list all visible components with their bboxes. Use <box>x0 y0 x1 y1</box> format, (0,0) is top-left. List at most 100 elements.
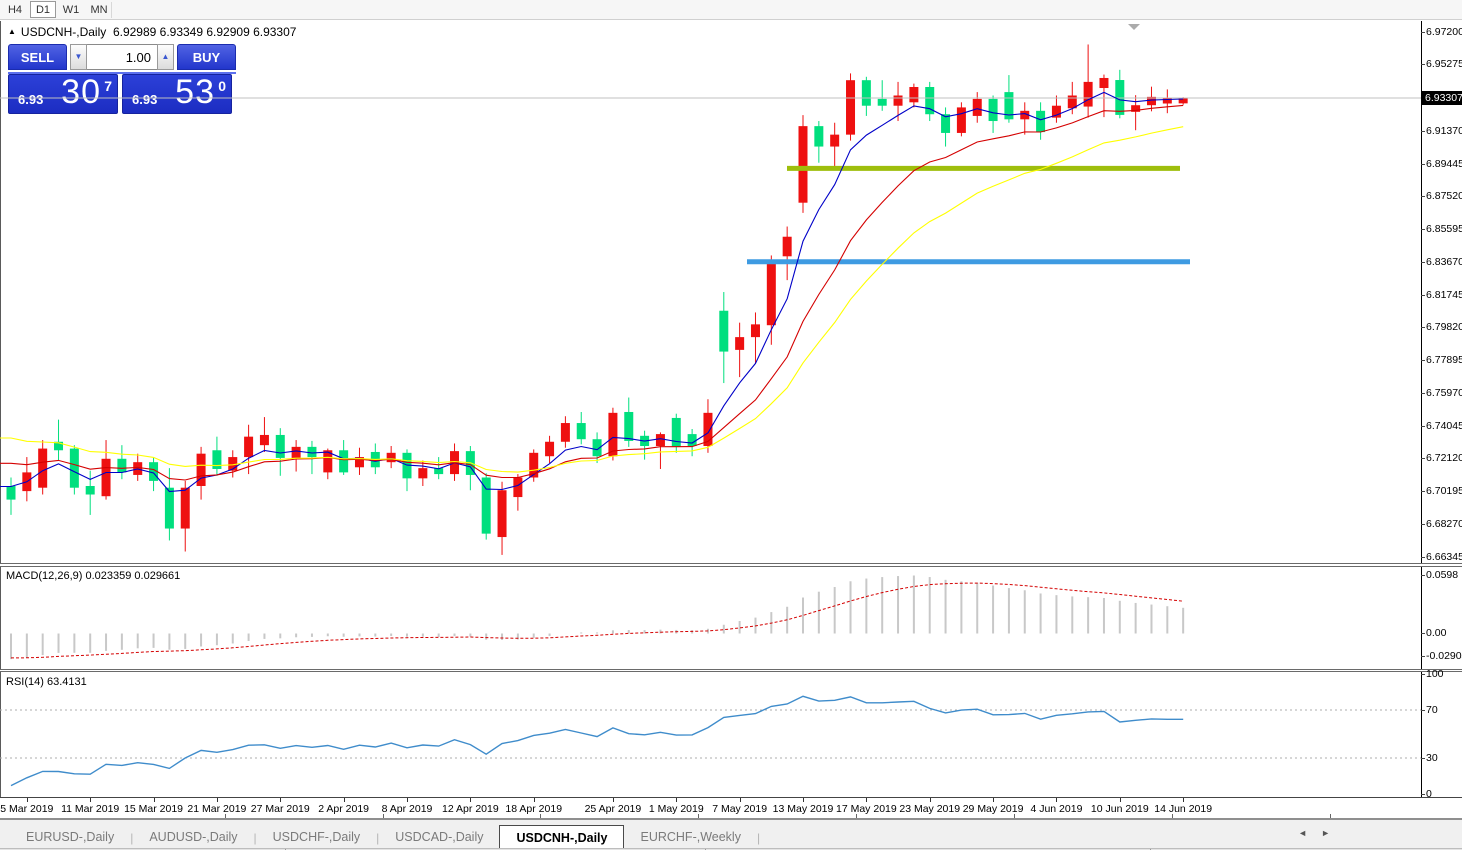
timeframe-button-mn[interactable]: MN <box>90 4 108 16</box>
price-axis-tick <box>1421 327 1425 329</box>
tab-separator: | <box>756 831 761 845</box>
time-axis-tick <box>929 798 931 802</box>
time-axis-tick <box>803 798 804 802</box>
frame-bottom-border <box>0 818 1462 819</box>
price-axis-tick <box>1421 491 1425 493</box>
price-axis-tick <box>1421 130 1425 132</box>
timeframe-button-w1[interactable]: W1 <box>62 4 80 16</box>
rsi-axis-label: 70 <box>1426 704 1438 716</box>
buy-price-sup: 0 <box>218 78 226 94</box>
time-axis-tick <box>676 798 678 802</box>
rsi-axis-tick <box>1421 794 1425 795</box>
time-axis-minor-tick <box>698 814 699 818</box>
volume-input[interactable] <box>87 44 157 70</box>
rsi-pane[interactable] <box>0 672 1421 797</box>
macd-axis-tick <box>1421 656 1425 657</box>
sell-price-display[interactable]: 6.93 30 7 <box>8 73 118 114</box>
time-axis-tick <box>90 798 92 802</box>
time-axis-label: 1 May 2019 <box>648 803 704 815</box>
time-axis-minor-tick <box>225 814 226 818</box>
time-axis-label: 8 Apr 2019 <box>381 803 433 815</box>
price-axis-label: 6.77895 <box>1426 354 1462 367</box>
price-axis-tick <box>1421 64 1425 66</box>
time-axis-minor-tick <box>383 814 384 818</box>
buy-button[interactable]: BUY <box>177 44 236 70</box>
macd-pane[interactable] <box>0 567 1421 669</box>
price-axis-label: 6.72120 <box>1426 452 1462 465</box>
time-axis-tick <box>26 798 28 802</box>
macd-axis-label: 0.0598 <box>1426 569 1459 581</box>
collapse-panel-icon[interactable]: ▲ <box>8 27 16 36</box>
chart-symbol-label: USDCNH-,Daily <box>20 25 107 39</box>
price-axis-label: 6.97200 <box>1426 25 1462 38</box>
splitter-main-macd[interactable] <box>0 563 1462 567</box>
chart-tab-bar: EURUSD-,Daily | AUDUSD-,Daily | USDCHF-,Dail… <box>0 819 1462 850</box>
chart-tab-usdchf[interactable]: USDCHF-,Daily <box>272 830 361 844</box>
time-axis-tick <box>1119 798 1121 802</box>
time-axis-tick <box>470 798 472 802</box>
buy-price-big: 53 <box>175 73 215 111</box>
time-axis-label: 7 May 2019 <box>712 803 768 815</box>
time-axis-label: 13 May 2019 <box>772 803 834 815</box>
volume-decrease-button[interactable]: ▼ <box>70 44 87 70</box>
chart-tab-eurusd[interactable]: EURUSD-,Daily <box>26 830 115 844</box>
price-axis-tick <box>1421 229 1425 231</box>
chart-title: ▲ USDCNH-,Daily 6.92989 6.93349 6.92909 6… <box>8 25 296 39</box>
price-axis-tick <box>1421 425 1425 427</box>
time-axis-minor-tick <box>540 814 541 818</box>
tab-separator: | <box>376 831 380 845</box>
price-axis-label: 6.87520 <box>1426 190 1462 203</box>
rsi-axis-label: 0 <box>1426 788 1432 800</box>
time-axis-label: 25 Apr 2019 <box>584 803 642 815</box>
tab-scroll-left-icon[interactable]: ◄ <box>1298 828 1322 838</box>
timeframe-button-d1[interactable]: D1 <box>30 1 56 18</box>
sell-button[interactable]: SELL <box>8 44 67 70</box>
volume-increase-button[interactable]: ▲ <box>157 44 174 70</box>
rsi-axis-label: 30 <box>1426 752 1438 764</box>
buy-price-display[interactable]: 6.93 53 0 <box>122 73 232 114</box>
macd-indicator-label: MACD(12,26,9) 0.023359 0.029661 <box>6 570 181 582</box>
tab-scroll-right-icon[interactable]: ► <box>1321 828 1344 838</box>
rsi-axis-label: 100 <box>1426 668 1444 680</box>
price-axis-tick <box>1421 294 1425 296</box>
price-axis-border[interactable] <box>1421 21 1422 797</box>
time-axis-minor-tick <box>1172 814 1173 818</box>
macd-axis-label: -0.029049 <box>1426 650 1462 662</box>
time-axis-tick <box>612 798 614 802</box>
time-axis-border <box>0 797 1462 798</box>
price-axis-tick <box>1421 163 1425 165</box>
price-axis-label: 6.85595 <box>1426 223 1462 236</box>
chart-tab-eurchf[interactable]: EURCHF-,Weekly <box>640 830 741 844</box>
price-axis-tick <box>1421 392 1425 394</box>
time-axis-minor-tick <box>856 814 857 818</box>
macd-axis-label: 0.00 <box>1426 627 1447 639</box>
chart-tab-usdcad[interactable]: USDCAD-,Daily <box>395 830 484 844</box>
price-axis-tick <box>1421 360 1425 362</box>
main-chart-area[interactable] <box>0 21 1421 563</box>
time-axis-label: 27 Mar 2019 <box>250 803 310 815</box>
time-axis-tick <box>739 798 741 802</box>
time-axis-label: 11 Mar 2019 <box>61 803 120 815</box>
buy-price-prefix: 6.93 <box>132 92 158 107</box>
time-axis-tick <box>1056 798 1058 802</box>
splitter-macd-rsi[interactable] <box>0 669 1462 672</box>
chart-tab-usdcnh[interactable]: USDCNH-,Daily <box>499 825 625 850</box>
price-axis-label: 6.74045 <box>1426 419 1462 432</box>
sell-price-sup: 7 <box>104 78 112 94</box>
price-axis-tick <box>1421 458 1425 460</box>
timeframe-button-h4[interactable]: H4 <box>7 4 23 16</box>
sell-price-prefix: 6.93 <box>18 92 44 107</box>
price-axis-label: 6.83670 <box>1426 255 1462 268</box>
chart-tab-audusd[interactable]: AUDUSD-,Daily <box>149 830 238 844</box>
price-axis-label: 6.70195 <box>1426 485 1462 498</box>
price-axis-label: 6.91370 <box>1426 124 1462 137</box>
time-axis-tick <box>343 798 345 802</box>
time-axis-minor-tick <box>1014 814 1015 818</box>
current-price-label: 6.93307 <box>1422 90 1462 105</box>
time-axis-label: 14 Jun 2019 <box>1154 803 1213 815</box>
chart-left-border <box>0 21 1 797</box>
macd-axis-tick <box>1421 633 1425 634</box>
tab-separator: | <box>130 831 134 845</box>
price-axis-label: 6.66345 <box>1426 550 1462 563</box>
time-axis-tick <box>993 798 995 802</box>
